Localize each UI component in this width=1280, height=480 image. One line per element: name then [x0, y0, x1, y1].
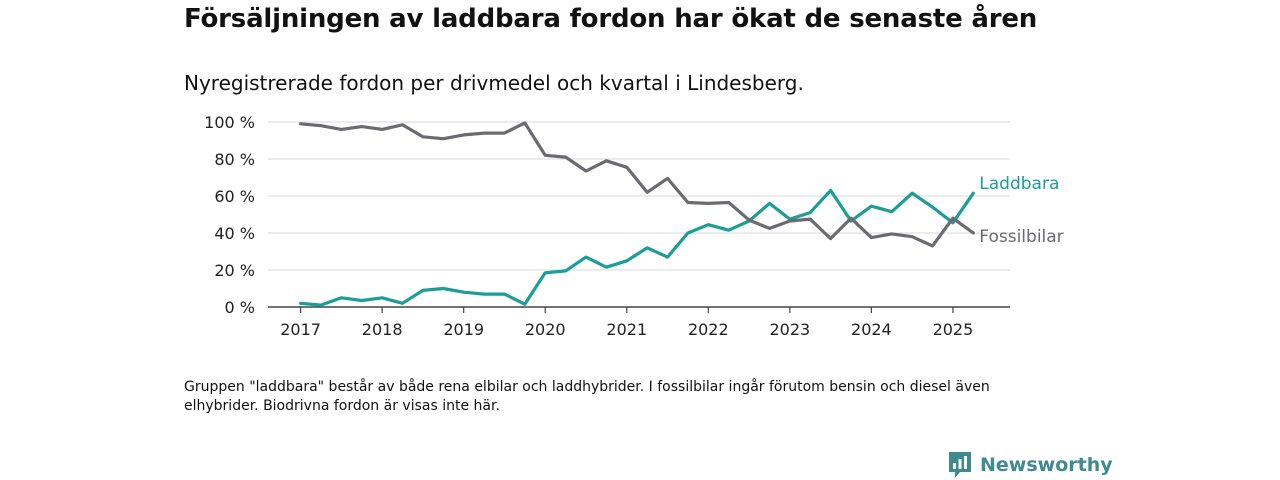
x-tick-label: 2022: [688, 320, 729, 339]
y-tick-label: 100 %: [204, 113, 255, 132]
footnote: Gruppen "laddbara" består av både rena e…: [184, 379, 990, 414]
y-tick-label: 60 %: [214, 187, 255, 206]
series-labels: Laddbara Fossilbilar: [979, 174, 1063, 247]
brand-name: Newsworthy: [980, 454, 1113, 476]
y-tick-label: 40 %: [214, 224, 255, 243]
y-tick-label: 20 %: [214, 261, 255, 280]
x-tick-label: 2025: [933, 320, 974, 339]
x-tick-label: 2023: [769, 320, 810, 339]
x-axis: 2017 2018 2019 2020 2021 2022 2023 2024 2025: [268, 306, 1010, 339]
y-tick-label: 80 %: [214, 150, 255, 169]
x-tick-label: 2018: [362, 320, 403, 339]
chart-title: Försäljningen av laddbara fordon har öka…: [184, 4, 1038, 34]
y-axis: 0 % 20 % 40 % 60 % 80 % 100 %: [204, 113, 255, 317]
x-tick-label: 2017: [280, 320, 321, 339]
newsworthy-logo-icon: [949, 452, 971, 478]
series-lines: [299, 121, 975, 307]
brand-logo[interactable]: Newsworthy: [948, 450, 1113, 480]
x-tick-label: 2024: [851, 320, 892, 339]
series-line-laddbara: [299, 188, 975, 307]
x-tick-label: 2021: [606, 320, 647, 339]
line-chart: 0 % 20 % 40 % 60 % 80 % 100 % 2017 2018 2019 202…: [204, 113, 1064, 339]
gridlines: [268, 121, 1010, 271]
y-tick-label: 0 %: [225, 298, 255, 317]
series-line-fossilbilar: [299, 121, 975, 248]
x-tick-label: 2019: [443, 320, 484, 339]
series-label-fossilbilar: Fossilbilar: [979, 227, 1063, 247]
chart-subtitle: Nyregistrerade fordon per drivmedel och …: [184, 71, 804, 95]
x-tick-label: 2020: [525, 320, 566, 339]
series-label-laddbara: Laddbara: [979, 174, 1059, 194]
